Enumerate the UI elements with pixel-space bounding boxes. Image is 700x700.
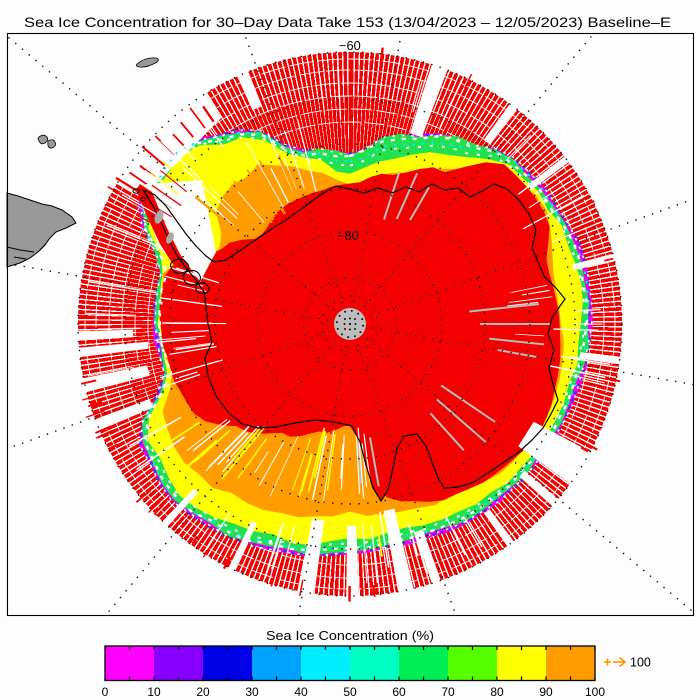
svg-text:60: 60 bbox=[392, 685, 406, 699]
svg-text:50: 50 bbox=[343, 685, 357, 699]
svg-text:−60: −60 bbox=[339, 38, 361, 53]
svg-text:100: 100 bbox=[630, 656, 651, 670]
svg-text:Sea Ice Concentration (%): Sea Ice Concentration (%) bbox=[266, 628, 434, 643]
svg-text:0: 0 bbox=[102, 685, 109, 699]
svg-text:90: 90 bbox=[539, 685, 553, 699]
svg-text:−80: −80 bbox=[337, 228, 359, 243]
svg-text:80: 80 bbox=[490, 685, 504, 699]
svg-text:20: 20 bbox=[196, 685, 210, 699]
svg-text:100: 100 bbox=[585, 685, 605, 699]
svg-text:10: 10 bbox=[147, 685, 161, 699]
svg-text:40: 40 bbox=[294, 685, 308, 699]
svg-text:30: 30 bbox=[245, 685, 259, 699]
svg-text:Sea Ice Concentration for 30–D: Sea Ice Concentration for 30–Day Data Ta… bbox=[24, 15, 671, 30]
svg-text:70: 70 bbox=[441, 685, 455, 699]
